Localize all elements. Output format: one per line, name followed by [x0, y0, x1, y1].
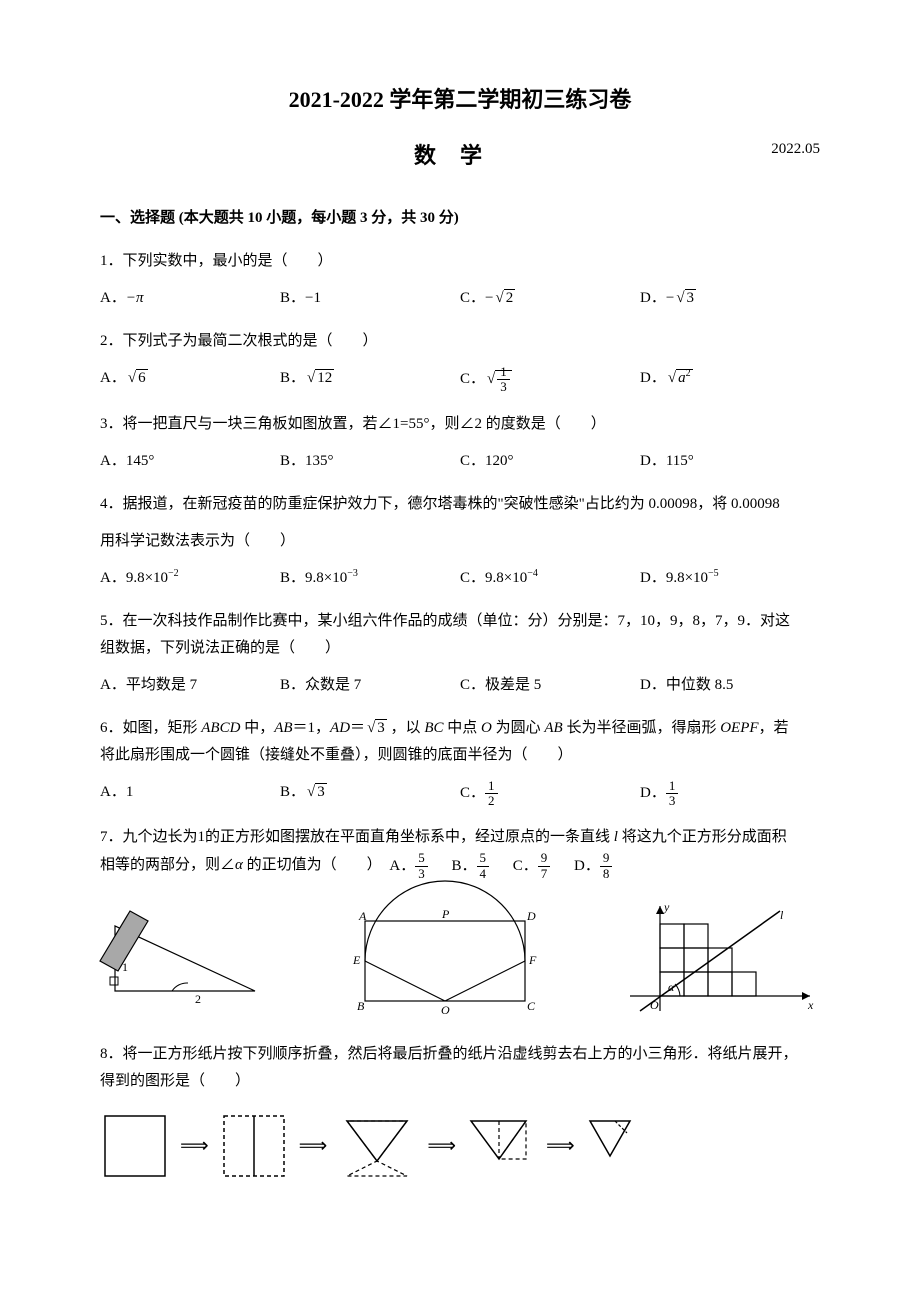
- svg-text:P: P: [441, 907, 450, 921]
- q7-opt-d: D．98: [574, 858, 612, 874]
- q5-text2: 组数据，下列说法正确的是（ ）: [100, 635, 820, 662]
- figure-rectangle-sector: A P D E F B O C: [345, 906, 545, 1016]
- q8-text1: 8．将一正方形纸片按下列顺序折叠，然后将最后折叠的纸片沿虚线剪去右上方的小三角形…: [100, 1041, 820, 1068]
- svg-text:A: A: [358, 909, 367, 923]
- q7-opt-b: B．54: [452, 858, 490, 874]
- q1-opt-c: C．−2: [460, 285, 640, 312]
- q2-text: 2．下列式子为最简二次根式的是（ ）: [100, 328, 820, 355]
- q2-options: A．6 B．12 C．13 D．a2: [100, 365, 820, 395]
- q2-opt-d: D．a2: [640, 365, 820, 395]
- figures-row: 1 2 A P D E F B O C: [100, 901, 820, 1021]
- q3-opt-c: C．120°: [460, 448, 640, 475]
- svg-text:2: 2: [195, 992, 201, 1006]
- arrow-icon: ⟹: [427, 1128, 456, 1164]
- q6-text1: 6．如图，矩形 ABCD 中，AB＝1，AD＝3 ，以 BC 中点 O 为圆心 …: [100, 715, 820, 742]
- q7-opt-c: C．97: [513, 858, 551, 874]
- fold-step-2: [219, 1111, 289, 1181]
- q3-opt-d: D．115°: [640, 448, 820, 475]
- svg-text:O: O: [441, 1003, 450, 1017]
- section-header: 一、选择题 (本大题共 10 小题，每小题 3 分，共 30 分): [100, 205, 820, 232]
- arrow-icon: ⟹: [546, 1128, 575, 1164]
- q1-opt-a: A．−π: [100, 285, 280, 312]
- fold-step-4: [466, 1111, 536, 1181]
- exam-date: 2022.05: [771, 136, 820, 163]
- q4-opt-a: A．9.8×10−2: [100, 565, 280, 592]
- question-3: 3．将一把直尺与一块三角板如图放置，若∠1=55°，则∠2 的度数是（ ） A．…: [100, 411, 820, 475]
- arrow-icon: ⟹: [299, 1128, 328, 1164]
- question-2: 2．下列式子为最简二次根式的是（ ） A．6 B．12 C．13 D．a2: [100, 328, 820, 395]
- svg-text:F: F: [528, 953, 537, 967]
- figure-ruler-triangle: 1 2: [100, 911, 270, 1011]
- svg-text:1: 1: [122, 960, 128, 974]
- figure-coord-grid: y x l O α: [620, 901, 820, 1021]
- q3-opt-a: A．145°: [100, 448, 280, 475]
- fold-step-5: [585, 1111, 640, 1181]
- q2-opt-a: A．6: [100, 365, 280, 395]
- q6-text2: 将此扇形围成一个圆锥（接缝处不重叠），则圆锥的底面半径为（ ）: [100, 742, 820, 769]
- q6-opt-b: B．3: [280, 779, 460, 809]
- svg-text:O: O: [650, 998, 659, 1012]
- q7-opt-a: A．53: [389, 858, 427, 874]
- q4-options: A．9.8×10−2 B．9.8×10−3 C．9.8×10−4 D．9.8×1…: [100, 565, 820, 592]
- q5-options: A．平均数是 7 B．众数是 7 C．极差是 5 D．中位数 8.5: [100, 672, 820, 699]
- q2-opt-b: B．12: [280, 365, 460, 395]
- q1-opt-b: B．−1: [280, 285, 460, 312]
- svg-text:B: B: [357, 999, 365, 1013]
- svg-text:C: C: [527, 999, 536, 1013]
- svg-text:D: D: [526, 909, 536, 923]
- q5-text1: 5．在一次科技作品制作比赛中，某小组六件作品的成绩（单位：分）分别是：7，10，…: [100, 608, 820, 635]
- subtitle-row: 数学 2022.05: [100, 136, 820, 176]
- q5-opt-d: D．中位数 8.5: [640, 672, 820, 699]
- q2-opt-c: C．13: [460, 365, 640, 395]
- q4-opt-d: D．9.8×10−5: [640, 565, 820, 592]
- q6-opt-a: A．1: [100, 779, 280, 809]
- q6-options: A．1 B．3 C．12 D．13: [100, 779, 820, 809]
- q4-text2: 用科学记数法表示为（ ）: [100, 528, 820, 555]
- question-4: 4．据报道，在新冠疫苗的防重症保护效力下，德尔塔毒株的"突破性感染"占比约为 0…: [100, 491, 820, 592]
- svg-text:y: y: [663, 900, 670, 914]
- svg-text:E: E: [352, 953, 361, 967]
- arrow-icon: ⟹: [180, 1128, 209, 1164]
- q5-opt-a: A．平均数是 7: [100, 672, 280, 699]
- q7-text2: 相等的两部分，则∠α 的正切值为（ ） A．53 B．54 C．97 D．98: [100, 851, 820, 881]
- q3-opt-b: B．135°: [280, 448, 460, 475]
- svg-text:x: x: [807, 998, 814, 1012]
- question-8: 8．将一正方形纸片按下列顺序折叠，然后将最后折叠的纸片沿虚线剪去右上方的小三角形…: [100, 1041, 820, 1181]
- fold-step-3: [337, 1111, 417, 1181]
- q3-options: A．145° B．135° C．120° D．115°: [100, 448, 820, 475]
- question-5: 5．在一次科技作品制作比赛中，某小组六件作品的成绩（单位：分）分别是：7，10，…: [100, 608, 820, 699]
- q8-text2: 得到的图形是（ ）: [100, 1068, 820, 1095]
- svg-text:α: α: [668, 980, 675, 994]
- q6-opt-c: C．12: [460, 779, 640, 809]
- question-1: 1．下列实数中，最小的是（ ） A．−π B．−1 C．−2 D．−3: [100, 248, 820, 312]
- exam-title: 2021-2022 学年第二学期初三练习卷: [100, 80, 820, 120]
- q5-opt-c: C．极差是 5: [460, 672, 640, 699]
- q1-options: A．−π B．−1 C．−2 D．−3: [100, 285, 820, 312]
- q4-text1: 4．据报道，在新冠疫苗的防重症保护效力下，德尔塔毒株的"突破性感染"占比约为 0…: [100, 491, 820, 518]
- q3-text: 3．将一把直尺与一块三角板如图放置，若∠1=55°，则∠2 的度数是（ ）: [100, 411, 820, 438]
- q1-text: 1．下列实数中，最小的是（ ）: [100, 248, 820, 275]
- question-7: 7．九个边长为1的正方形如图摆放在平面直角坐标系中，经过原点的一条直线 l 将这…: [100, 824, 820, 881]
- q4-opt-b: B．9.8×10−3: [280, 565, 460, 592]
- q1-opt-d: D．−3: [640, 285, 820, 312]
- svg-text:l: l: [780, 908, 784, 922]
- subject: 数学: [414, 136, 506, 176]
- fold-sequence: ⟹ ⟹ ⟹ ⟹: [100, 1111, 820, 1181]
- q6-opt-d: D．13: [640, 779, 820, 809]
- q4-opt-c: C．9.8×10−4: [460, 565, 640, 592]
- q7-text1: 7．九个边长为1的正方形如图摆放在平面直角坐标系中，经过原点的一条直线 l 将这…: [100, 824, 820, 851]
- fold-step-1: [100, 1111, 170, 1181]
- q5-opt-b: B．众数是 7: [280, 672, 460, 699]
- question-6: 6．如图，矩形 ABCD 中，AB＝1，AD＝3 ，以 BC 中点 O 为圆心 …: [100, 715, 820, 809]
